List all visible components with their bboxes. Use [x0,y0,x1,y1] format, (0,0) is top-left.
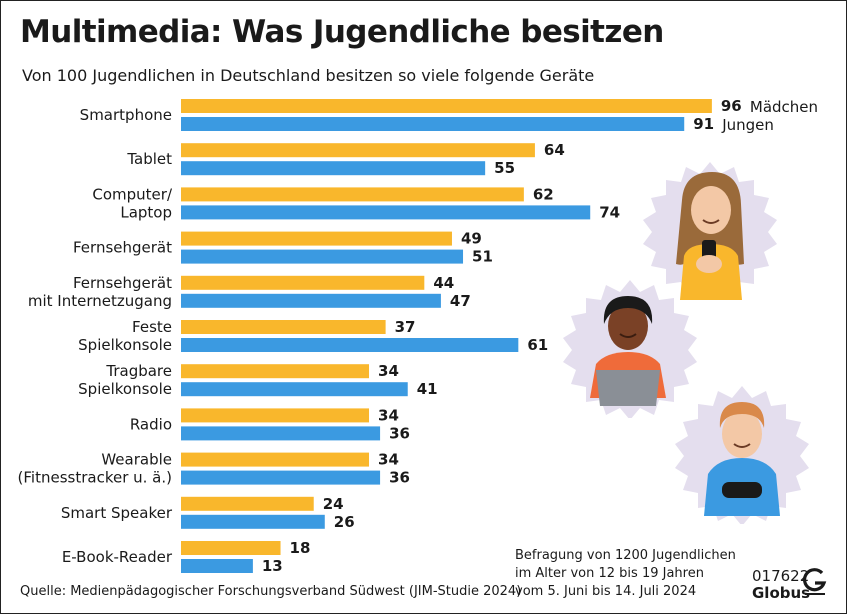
globus-logo [802,568,827,595]
category-label: E-Book-Reader [62,548,173,566]
value-label: 64 [544,141,565,159]
bar-maedchen [181,496,314,511]
survey-note-line: Befragung von 1200 Jugendlichen [515,548,736,563]
bar-jungen [181,117,685,131]
value-label: 37 [395,318,416,336]
bar-maedchen [181,320,386,334]
graphic-code: 017622 Globus [752,568,810,602]
chart-title: Multimedia: Was Jugendliche besitzen [20,14,664,50]
category-label: Fernsehgerät [73,274,172,292]
bar-maedchen [181,143,535,158]
value-label: 91 [693,115,714,133]
category-label: Spielkonsole [78,380,172,398]
bar-maedchen [181,364,370,379]
legend-maedchen: Mädchen [750,98,818,116]
category-label: Smart Speaker [61,504,173,522]
value-label: 96 [721,97,742,115]
category-label: Spielkonsole [78,336,172,354]
face-shape [691,186,731,234]
hair-shape [603,296,653,324]
value-label: 47 [450,292,471,310]
category-label: Tablet [126,150,172,168]
bar-jungen [181,338,519,352]
bar-maedchen [181,408,370,423]
survey-note-line: vom 5. Juni bis 14. Juli 2024 [515,584,697,599]
value-label: 36 [389,424,410,442]
bar-maedchen [181,231,452,246]
value-label: 55 [494,159,515,177]
value-label: 51 [472,248,493,266]
value-label: 18 [290,539,311,557]
bar-jungen [181,559,253,573]
value-label: 13 [262,557,283,575]
brand-name: Globus [752,584,811,602]
graphic-number: 017622 [752,567,810,585]
bar-jungen [181,514,325,529]
category-label: Radio [130,415,172,433]
category-label: Fernsehgerät [73,239,172,257]
category-label: Wearable [101,451,172,469]
boy-with-laptop-illustration [563,280,697,418]
survey-note: Befragung von 1200 Jugendlichen im Alter… [515,547,736,601]
value-label: 62 [533,185,554,203]
value-label: 49 [461,230,482,248]
value-label: 34 [378,362,399,380]
value-label: 34 [378,451,399,469]
category-label: Feste [132,318,172,336]
category-label: mit Internetzugang [28,292,172,310]
bar-jungen [181,426,381,441]
laptop-shape [596,370,660,406]
bar-maedchen [181,452,370,467]
face-shape [722,410,762,458]
bar-jungen [181,382,408,397]
hand-shape [696,255,722,273]
source-note: Quelle: Medienpädagogischer Forschungsve… [20,584,522,599]
boy-with-gamepad-illustration [675,386,809,524]
bar-maedchen [181,99,712,113]
hair-shape [719,402,765,428]
bar-jungen [181,249,464,264]
category-label: Computer/ [92,185,173,203]
value-label: 36 [389,469,410,487]
value-label: 24 [323,495,344,513]
value-label: 44 [433,274,454,292]
gamepad-shape [722,482,762,498]
bar-maedchen [181,275,425,290]
bar-maedchen [181,187,524,202]
value-label: 34 [378,406,399,424]
category-label: (Fitnesstracker u. ä.) [18,469,172,487]
category-label: Laptop [120,203,172,221]
value-label: 61 [527,336,548,354]
survey-note-line: im Alter von 12 bis 19 Jahren [515,566,704,581]
girl-with-smartphone-illustration [643,162,777,300]
bar-jungen [181,161,486,176]
category-label: Tragbare [105,362,172,380]
chart-subtitle: Von 100 Jugendlichen in Deutschland besi… [22,66,595,85]
bar-jungen [181,293,441,308]
bar-jungen [181,205,591,220]
legend-jungen: Jungen [721,116,774,134]
value-label: 41 [417,380,438,398]
face-shape [608,302,648,350]
value-label: 26 [334,513,355,531]
category-label: Smartphone [80,106,172,124]
bar-jungen [181,470,381,485]
value-label: 74 [599,203,620,221]
bar-maedchen [181,541,281,555]
